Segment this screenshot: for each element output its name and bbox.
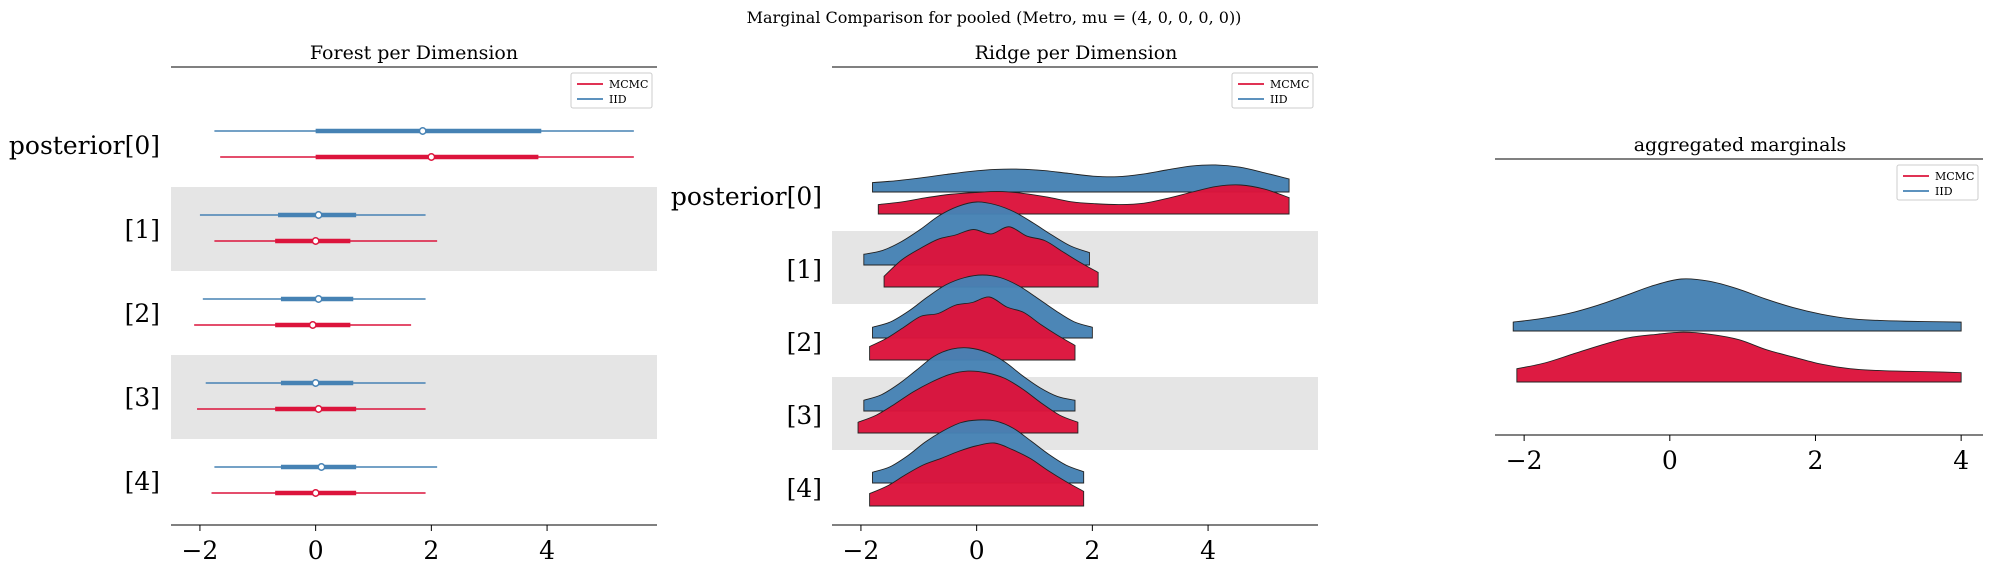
ridge-panel-title: Ridge per Dimension bbox=[975, 42, 1178, 64]
forest-marks bbox=[194, 127, 634, 497]
iid-point-estimate bbox=[317, 463, 326, 471]
x-tick-label: 0 bbox=[1662, 446, 1678, 475]
y-label-dimension: [3] bbox=[125, 383, 160, 412]
aggregated-panel: aggregated marginals −2 0 2 4 MCMC IID bbox=[1495, 134, 1983, 475]
legend-label-mcmc: MCMC bbox=[1935, 170, 1974, 183]
y-label-dimension: posterior[0] bbox=[9, 131, 160, 160]
y-label-dimension: [2] bbox=[787, 328, 822, 357]
x-tick-label: 0 bbox=[308, 536, 324, 565]
y-label-dimension: posterior[0] bbox=[671, 182, 822, 211]
ridge-legend: MCMC IID bbox=[1231, 72, 1314, 109]
mcmc-density-ridge bbox=[883, 226, 1099, 288]
x-tick-label: −2 bbox=[842, 536, 879, 565]
mcmc-density-ridge bbox=[869, 442, 1085, 507]
legend-label-iid: IID bbox=[1935, 185, 1953, 198]
mcmc-point-estimate bbox=[311, 237, 320, 245]
y-label-dimension: [4] bbox=[787, 474, 822, 503]
mcmc-point-estimate bbox=[308, 321, 317, 329]
forest-panel-title: Forest per Dimension bbox=[310, 42, 518, 64]
x-tick-label: 4 bbox=[539, 536, 555, 565]
iid-density-ridge bbox=[1512, 278, 1962, 332]
x-tick-label: 2 bbox=[423, 536, 439, 565]
mcmc-density-ridge bbox=[857, 370, 1079, 434]
x-tick-label: 4 bbox=[1200, 536, 1216, 565]
x-tick-label: −2 bbox=[181, 536, 218, 565]
figure-suptitle: Marginal Comparison for pooled (Metro, m… bbox=[747, 8, 1242, 27]
forest-row-bands bbox=[171, 187, 657, 439]
legend-label-iid: IID bbox=[609, 93, 627, 106]
x-tick-label: 2 bbox=[1084, 536, 1100, 565]
mcmc-point-estimate bbox=[427, 153, 436, 161]
forest-x-axis: −2 0 2 4 bbox=[171, 66, 657, 565]
legend-label-iid: IID bbox=[1270, 93, 1288, 106]
y-label-dimension: [1] bbox=[125, 215, 160, 244]
ridge-marks bbox=[857, 164, 1290, 507]
y-label-dimension: [4] bbox=[125, 467, 160, 496]
y-label-dimension: [3] bbox=[787, 401, 822, 430]
y-label-dimension: [2] bbox=[125, 299, 160, 328]
forest-y-labels: posterior[0] [1] [2] [3] [4] bbox=[9, 131, 160, 496]
iid-point-estimate bbox=[311, 379, 320, 387]
row-band bbox=[171, 355, 657, 439]
aggregated-legend: MCMC IID bbox=[1896, 164, 1979, 201]
aggregated-marks bbox=[1512, 278, 1962, 383]
x-tick-label: 2 bbox=[1808, 446, 1824, 475]
mcmc-point-estimate bbox=[311, 489, 320, 497]
aggregated-x-axis: −2 0 2 4 bbox=[1495, 158, 1983, 475]
mcmc-density-ridge bbox=[869, 296, 1076, 361]
mcmc-density-ridge bbox=[1516, 331, 1962, 383]
forest-panel: Forest per Dimension posterior[0] [1] [2] [… bbox=[9, 42, 657, 565]
iid-point-estimate bbox=[418, 127, 427, 135]
iid-point-estimate bbox=[314, 211, 323, 219]
x-tick-label: −2 bbox=[1506, 446, 1543, 475]
aggregated-panel-title: aggregated marginals bbox=[1634, 134, 1847, 156]
iid-point-estimate bbox=[314, 295, 323, 303]
ridge-y-labels: posterior[0] [1] [2] [3] [4] bbox=[671, 182, 822, 503]
legend-label-mcmc: MCMC bbox=[609, 78, 648, 91]
mcmc-point-estimate bbox=[314, 405, 323, 413]
x-tick-label: 0 bbox=[969, 536, 985, 565]
row-band bbox=[171, 187, 657, 271]
legend-label-mcmc: MCMC bbox=[1270, 78, 1309, 91]
ridge-x-axis: −2 0 2 4 bbox=[832, 66, 1318, 565]
forest-legend: MCMC IID bbox=[570, 72, 653, 109]
y-label-dimension: [1] bbox=[787, 255, 822, 284]
x-tick-label: 4 bbox=[1953, 446, 1969, 475]
ridge-panel: Ridge per Dimension posterior[0] [1] [2] [3… bbox=[671, 42, 1318, 565]
iid-density-ridge bbox=[872, 164, 1290, 193]
